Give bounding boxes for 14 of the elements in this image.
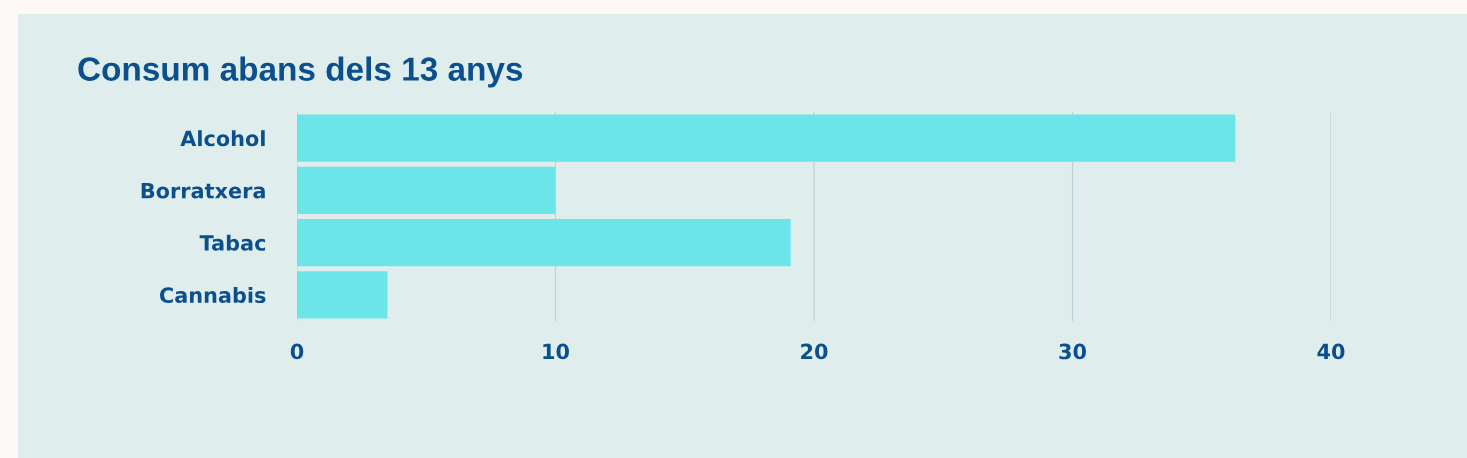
x-tick-label: 20 (801, 343, 828, 360)
bar (297, 219, 791, 267)
y-tick-label: Borratxera (141, 183, 265, 199)
x-tick-label: 10 (543, 343, 569, 360)
y-tick-label: Cannabis (159, 286, 266, 304)
bar (297, 114, 1236, 162)
x-tick-label: 0 (290, 343, 304, 360)
bar (297, 271, 388, 319)
x-tick-label: 30 (1059, 343, 1086, 360)
x-tick-label: 40 (1317, 343, 1345, 360)
y-tick-label: Tabac (199, 234, 266, 251)
bar (297, 166, 556, 214)
chart-title: Consum abans dels 13 anys (78, 56, 523, 88)
y-tick-label: Alcohol (180, 130, 265, 147)
